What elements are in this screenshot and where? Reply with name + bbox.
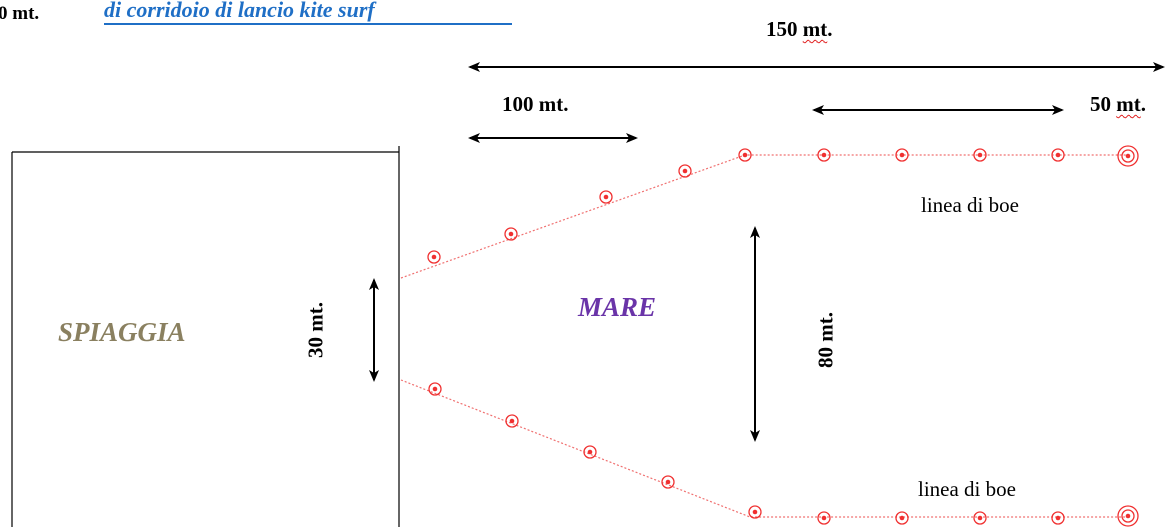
buoy	[748, 505, 762, 519]
buoy-line-top-label: linea di boe	[921, 193, 1019, 217]
buoy	[1051, 148, 1065, 162]
dimension-label-80: 80 mt.	[813, 312, 838, 368]
buoy	[583, 445, 597, 459]
subtitle: di corridoio di lancio kite surf	[104, 0, 375, 22]
buoy	[895, 511, 909, 525]
buoy	[973, 511, 987, 525]
buoy	[599, 190, 613, 204]
subtitle-underline	[104, 23, 512, 25]
beach-box	[11, 146, 400, 527]
buoy	[428, 382, 442, 396]
sea-label: MARE	[578, 292, 657, 322]
buoy	[817, 511, 831, 525]
dimension-label-30: 30 mt.	[303, 302, 328, 358]
dimension-label-150: 150 mt.	[766, 17, 833, 41]
buoy-line-bottom-label: linea di boe	[918, 477, 1016, 501]
buoy	[427, 250, 441, 264]
buoy	[661, 475, 675, 489]
buoy	[678, 164, 692, 178]
end-buoy	[1117, 505, 1139, 527]
buoy-line-bottom	[400, 379, 1128, 518]
dimension-label-100: 100 mt.	[502, 92, 569, 116]
buoy	[504, 227, 518, 241]
dimension-label-50: 50 mt.	[1090, 92, 1146, 116]
buoy	[817, 148, 831, 162]
buoy	[895, 148, 909, 162]
buoy	[973, 148, 987, 162]
buoy	[1051, 511, 1065, 525]
corner-label: 0 mt.	[0, 3, 40, 24]
buoy	[738, 148, 752, 162]
buoy	[505, 414, 519, 428]
beach-label: SPIAGGIA	[58, 317, 186, 347]
end-buoy	[1117, 145, 1139, 167]
